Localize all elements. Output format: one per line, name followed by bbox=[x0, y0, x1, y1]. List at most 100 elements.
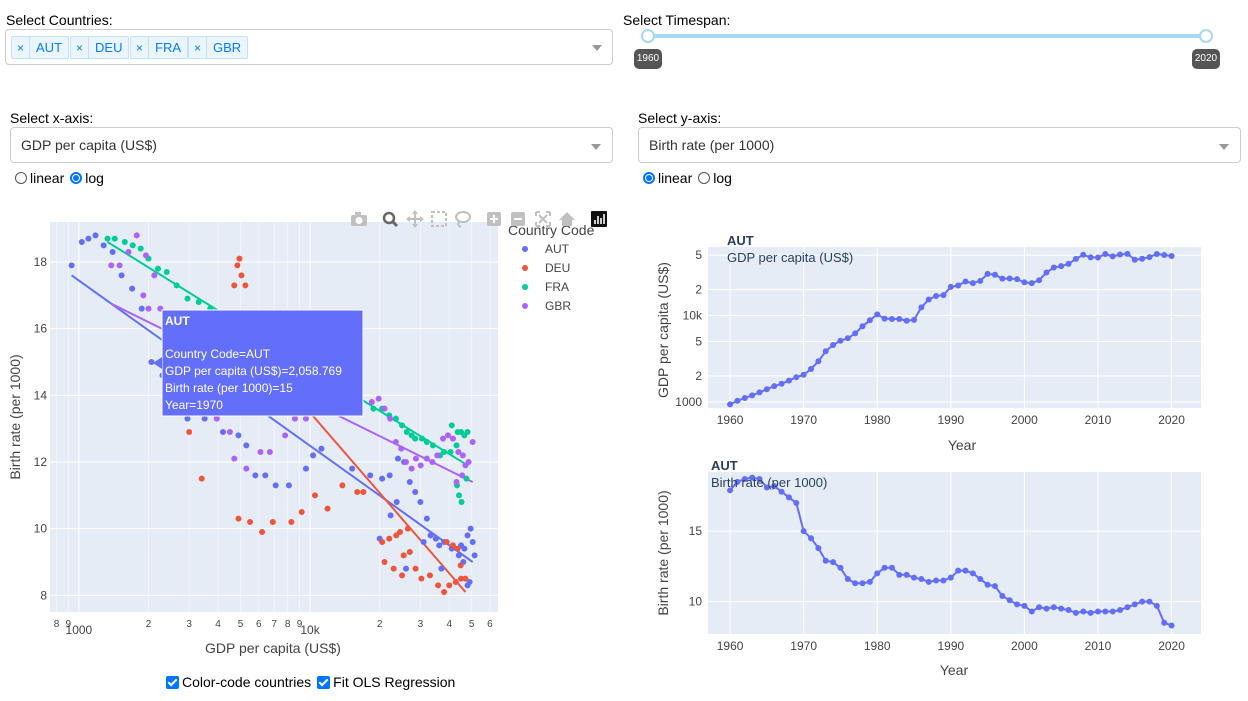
birthrate-timeseries-chart[interactable]: 1960 1970 1980 1990 2000 2010 2020 10 15 AUT Bir… bbox=[640, 455, 1220, 690]
scatter-point-aut bbox=[427, 532, 434, 539]
series-point-aut bbox=[1102, 608, 1109, 615]
scatter-point-fra bbox=[454, 429, 461, 435]
scatter-point-gbr bbox=[381, 405, 388, 412]
series-point-aut bbox=[1021, 279, 1028, 286]
scatter-point-fra bbox=[184, 295, 191, 302]
series-point-aut bbox=[866, 317, 873, 324]
zoom-out-icon[interactable] bbox=[511, 212, 525, 226]
countries-multiselect[interactable]: × AUT × DEU × FRA × GBR bbox=[5, 29, 613, 65]
chevron-down-icon[interactable] bbox=[591, 144, 601, 150]
y-tick-label: 10 bbox=[34, 522, 48, 536]
series-point-aut bbox=[1058, 605, 1065, 612]
gdp-timeseries-chart[interactable]: 1960 1970 1980 1990 2000 2010 202010002510k25 … bbox=[640, 230, 1220, 460]
yaxis-dropdown-value: Birth rate (per 1000) bbox=[649, 137, 775, 153]
x-minor-tick-label: 2 bbox=[146, 619, 152, 630]
legend-label-gbr: GBR bbox=[545, 299, 571, 313]
x-tick-label: 1990 bbox=[937, 639, 964, 653]
scatter-point-deu bbox=[298, 509, 305, 515]
scatter-point-aut bbox=[386, 472, 393, 479]
chip-fra[interactable]: × FRA bbox=[130, 36, 189, 59]
scatter-point-aut bbox=[379, 475, 386, 482]
scatter-point-aut bbox=[318, 445, 325, 452]
timespan-end-value: 2020 bbox=[1192, 49, 1220, 69]
birthrate-y-axis-title: Birth rate (per 1000) bbox=[655, 490, 671, 615]
y-tick-label: 16 bbox=[34, 322, 48, 336]
scatter-point-aut bbox=[420, 539, 427, 545]
chip-aut[interactable]: × AUT bbox=[11, 36, 70, 59]
scatter-point-fra bbox=[111, 235, 118, 242]
timespan-slider-track[interactable] bbox=[648, 34, 1206, 38]
modebar[interactable] bbox=[351, 210, 607, 228]
radio-checked-icon[interactable] bbox=[643, 172, 655, 184]
remove-chip-icon[interactable]: × bbox=[71, 37, 90, 58]
x-tick-label: 2020 bbox=[1158, 639, 1185, 653]
series-point-aut bbox=[925, 296, 932, 303]
chip-deu[interactable]: × DEU bbox=[70, 36, 130, 59]
chart-options[interactable]: Color-code countries Fit OLS Regression bbox=[166, 674, 455, 690]
scatter-point-fra bbox=[121, 239, 128, 245]
scatter-point-fra bbox=[129, 242, 136, 249]
scatter-point-aut bbox=[92, 232, 99, 239]
radio-icon[interactable] bbox=[15, 172, 27, 184]
scatter-point-deu bbox=[458, 575, 465, 582]
series-point-aut bbox=[1168, 252, 1175, 259]
scatter-point-aut bbox=[85, 235, 92, 242]
color-code-checkbox[interactable]: Color-code countries bbox=[166, 674, 311, 690]
timespan-end-handle[interactable] bbox=[1199, 29, 1213, 43]
yaxis-linear-option[interactable]: linear bbox=[643, 170, 692, 186]
yaxis-dropdown[interactable]: Birth rate (per 1000) bbox=[638, 127, 1241, 163]
chevron-down-icon[interactable] bbox=[1219, 144, 1229, 150]
scatter-point-aut bbox=[138, 305, 145, 312]
scatter-point-fra bbox=[195, 299, 202, 305]
y-tick-label: 5 bbox=[695, 248, 702, 262]
pan-icon[interactable] bbox=[406, 210, 424, 228]
scatter-point-gbr bbox=[226, 429, 233, 435]
x-tick-label: 1970 bbox=[790, 639, 817, 653]
plotly-logo-icon[interactable] bbox=[591, 211, 607, 227]
xaxis-log-option[interactable]: log bbox=[70, 170, 104, 186]
legend-label-aut: AUT bbox=[545, 242, 570, 256]
scatter-point-fra bbox=[403, 429, 410, 435]
series-point-aut bbox=[1139, 598, 1146, 605]
scatter-point-deu bbox=[235, 515, 242, 522]
xaxis-linear-option[interactable]: linear bbox=[15, 170, 64, 186]
scatter-point-aut bbox=[464, 532, 471, 539]
xaxis-scale-radio[interactable]: linear log bbox=[15, 170, 104, 186]
remove-chip-icon[interactable]: × bbox=[131, 37, 150, 58]
radio-checked-icon[interactable] bbox=[70, 172, 83, 184]
gdp-chart-subtitle: GDP per capita (US$) bbox=[727, 250, 853, 265]
radio-icon[interactable] bbox=[698, 172, 711, 184]
home-icon[interactable] bbox=[559, 212, 575, 226]
timespan-start-handle[interactable] bbox=[641, 29, 655, 43]
scatter-point-deu bbox=[381, 559, 388, 565]
xaxis-dropdown[interactable]: GDP per capita (US$) bbox=[10, 127, 613, 163]
camera-icon[interactable] bbox=[351, 212, 367, 226]
remove-chip-icon[interactable]: × bbox=[12, 37, 31, 58]
checkbox-checked-icon[interactable] bbox=[317, 675, 331, 689]
series-point-aut bbox=[1146, 254, 1153, 261]
lasso-icon[interactable] bbox=[455, 211, 471, 228]
series-point-aut bbox=[815, 358, 822, 365]
remove-chip-icon[interactable]: × bbox=[189, 37, 208, 58]
scatter-point-fra bbox=[464, 429, 471, 435]
checkbox-checked-icon[interactable] bbox=[166, 675, 179, 689]
series-point-aut bbox=[756, 389, 763, 396]
zoom-in-icon[interactable] bbox=[487, 212, 501, 226]
scatter-point-fra bbox=[458, 499, 465, 505]
box-select-icon[interactable] bbox=[431, 211, 447, 227]
series-point-aut bbox=[1036, 604, 1043, 611]
scatter-point-deu bbox=[406, 549, 413, 555]
yaxis-log-option[interactable]: log bbox=[698, 170, 732, 186]
chip-gbr[interactable]: × GBR bbox=[188, 36, 249, 59]
series-point-aut bbox=[977, 576, 984, 583]
x-tick-label: 1980 bbox=[864, 639, 891, 653]
yaxis-scale-radio[interactable]: linear log bbox=[643, 170, 732, 186]
chevron-down-icon[interactable] bbox=[592, 45, 602, 51]
scatter-point-deu bbox=[386, 535, 393, 542]
zoom-icon[interactable] bbox=[382, 211, 399, 228]
scatter-point-gbr bbox=[213, 415, 220, 422]
autoscale-icon[interactable] bbox=[535, 211, 551, 227]
series-point-aut bbox=[1072, 609, 1079, 616]
ols-checkbox[interactable]: Fit OLS Regression bbox=[317, 674, 455, 690]
